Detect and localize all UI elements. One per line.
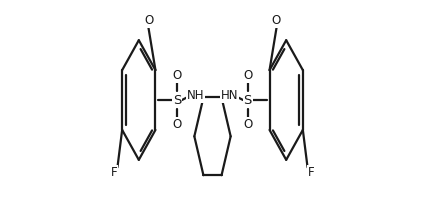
Text: S: S <box>244 94 252 106</box>
Text: O: O <box>173 118 182 131</box>
Text: O: O <box>243 118 252 131</box>
Text: O: O <box>243 69 252 82</box>
Text: HN: HN <box>221 89 238 102</box>
Text: O: O <box>271 14 280 28</box>
Text: F: F <box>111 166 118 179</box>
Text: O: O <box>145 14 154 28</box>
Text: O: O <box>173 69 182 82</box>
Text: NH: NH <box>187 89 204 102</box>
Text: F: F <box>307 166 314 179</box>
Text: S: S <box>173 94 181 106</box>
